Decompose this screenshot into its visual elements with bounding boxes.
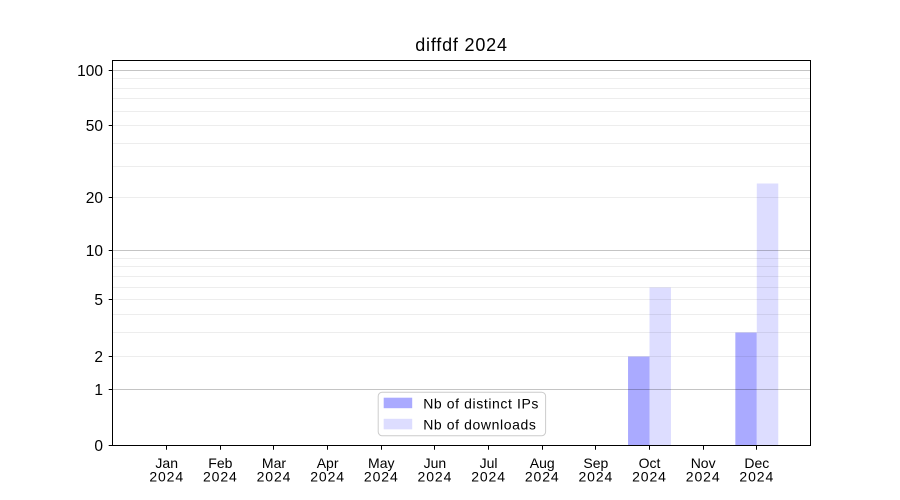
svg-text:2024: 2024 <box>632 469 667 485</box>
svg-text:Oct: Oct <box>639 455 661 471</box>
svg-text:2024: 2024 <box>739 469 774 485</box>
svg-text:May: May <box>368 455 394 471</box>
svg-text:Nb of distinct IPs: Nb of distinct IPs <box>423 395 539 411</box>
svg-text:10: 10 <box>86 243 104 260</box>
svg-text:2024: 2024 <box>310 469 345 485</box>
svg-text:100: 100 <box>77 63 103 80</box>
svg-text:2024: 2024 <box>578 469 613 485</box>
svg-text:0: 0 <box>94 438 103 455</box>
svg-text:2024: 2024 <box>149 469 184 485</box>
svg-text:1: 1 <box>94 382 103 399</box>
svg-text:diffdf 2024: diffdf 2024 <box>415 35 508 55</box>
svg-text:2024: 2024 <box>686 469 721 485</box>
svg-text:Nb of downloads: Nb of downloads <box>423 417 536 433</box>
svg-text:2024: 2024 <box>257 469 292 485</box>
svg-text:20: 20 <box>86 190 104 207</box>
svg-text:Sep: Sep <box>583 455 608 471</box>
svg-text:5: 5 <box>94 292 103 309</box>
svg-text:Mar: Mar <box>262 455 286 471</box>
svg-text:Jun: Jun <box>424 455 447 471</box>
svg-text:50: 50 <box>86 118 104 135</box>
svg-text:2024: 2024 <box>364 469 399 485</box>
svg-text:Feb: Feb <box>208 455 232 471</box>
svg-text:Aug: Aug <box>530 455 555 471</box>
svg-text:2024: 2024 <box>525 469 560 485</box>
svg-text:2: 2 <box>94 349 103 366</box>
svg-text:Jan: Jan <box>155 455 178 471</box>
svg-text:2024: 2024 <box>418 469 453 485</box>
svg-text:2024: 2024 <box>471 469 506 485</box>
svg-text:Nov: Nov <box>691 455 716 471</box>
svg-text:Apr: Apr <box>317 455 339 471</box>
svg-text:2024: 2024 <box>203 469 238 485</box>
svg-text:Dec: Dec <box>744 455 769 471</box>
svg-text:Jul: Jul <box>480 455 498 471</box>
